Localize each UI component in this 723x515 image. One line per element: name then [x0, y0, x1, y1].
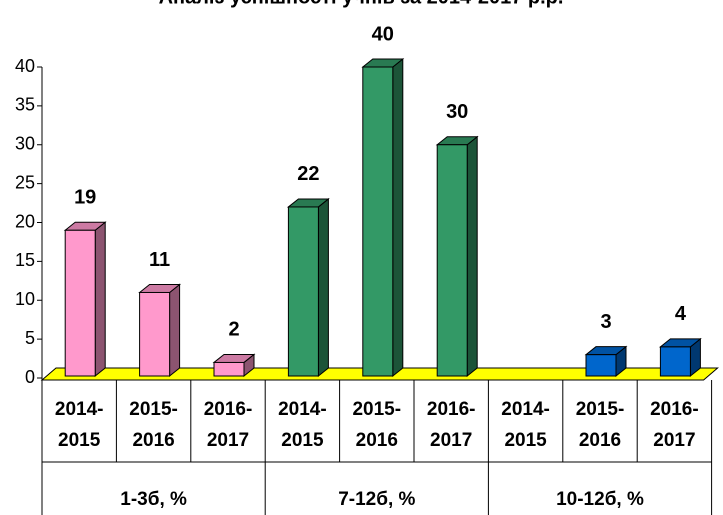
x-tick-line: 2016- — [650, 399, 699, 420]
x-tick-label: 2015- 2016 — [129, 399, 178, 451]
data-label: 40 — [372, 23, 394, 45]
x-tick-label: 2014- 2015 — [501, 399, 550, 451]
x-tick-line: 2017 — [207, 430, 249, 451]
chart-title: Аналіз успішності учнів за 2014-2017 р.р… — [159, 0, 564, 8]
x-tick-line: 2016- — [427, 399, 476, 420]
bar-front — [362, 66, 394, 377]
x-tick-line: 2014- — [278, 399, 327, 420]
data-label: 30 — [446, 101, 468, 123]
x-tick-line: 2015 — [58, 430, 101, 451]
group-label: 10-12б, % — [556, 489, 644, 510]
bar — [435, 135, 479, 378]
y-tick-label: 0 — [25, 367, 35, 387]
bar-side — [466, 135, 478, 378]
data-label: 4 — [675, 303, 687, 325]
data-label: 19 — [74, 187, 96, 209]
x-tick-label: 2015- 2016 — [352, 399, 401, 451]
bar — [63, 221, 107, 378]
y-tick-label: 35 — [15, 95, 35, 115]
x-tick-line: 2014- — [55, 399, 104, 420]
x-tick-line: 2017 — [653, 430, 695, 451]
bar-front — [139, 291, 171, 377]
x-tick-line: 2015 — [504, 430, 547, 451]
x-tick-line: 2015- — [352, 399, 401, 420]
y-tick-label: 10 — [15, 289, 35, 309]
bar — [138, 283, 182, 378]
x-tick-label: 2014- 2015 — [55, 399, 104, 451]
x-tick-label: 2014- 2015 — [278, 399, 327, 451]
group-label: 1-3б, % — [120, 489, 187, 510]
bar — [286, 197, 330, 378]
x-tick-line: 2015- — [129, 399, 178, 420]
x-tick-line: 2016 — [132, 430, 174, 451]
data-label: 2 — [228, 319, 239, 341]
bar-side — [169, 283, 181, 378]
bar-front — [64, 229, 96, 377]
x-tick-line: 2014- — [501, 399, 550, 420]
x-tick-line: 2016 — [579, 430, 621, 451]
bar — [584, 345, 628, 378]
x-tick-line: 2016- — [204, 399, 253, 420]
x-tick-label: 2016- 2017 — [427, 399, 476, 451]
x-tick-label: 2015- 2016 — [576, 399, 625, 451]
group-label: 7-12б, % — [338, 489, 415, 510]
bar — [361, 57, 405, 378]
x-tick-label: 2016- 2017 — [650, 399, 699, 451]
data-label: 22 — [297, 163, 319, 185]
bar-side — [94, 221, 106, 378]
bar-front — [585, 354, 617, 377]
bar-side — [317, 197, 329, 378]
x-tick-line: 2017 — [430, 430, 472, 451]
bar-front — [287, 206, 319, 377]
y-tick-label: 5 — [25, 328, 35, 348]
bar — [212, 353, 256, 378]
y-tick-label: 40 — [15, 56, 35, 76]
y-tick-label: 20 — [15, 211, 35, 231]
x-tick-line: 2015- — [576, 399, 625, 420]
bar-side — [392, 57, 404, 378]
data-label: 11 — [149, 249, 170, 271]
data-label: 3 — [600, 311, 611, 333]
x-tick-line: 2015 — [281, 430, 324, 451]
bar-front — [659, 346, 691, 377]
x-tick-line: 2016 — [356, 430, 398, 451]
bar-front — [436, 144, 468, 377]
y-tick-label: 15 — [15, 250, 35, 270]
bar-front — [213, 361, 245, 377]
y-tick-label: 30 — [15, 134, 35, 154]
x-tick-label: 2016- 2017 — [204, 399, 253, 451]
y-tick-label: 25 — [15, 172, 35, 192]
bar — [658, 337, 702, 378]
